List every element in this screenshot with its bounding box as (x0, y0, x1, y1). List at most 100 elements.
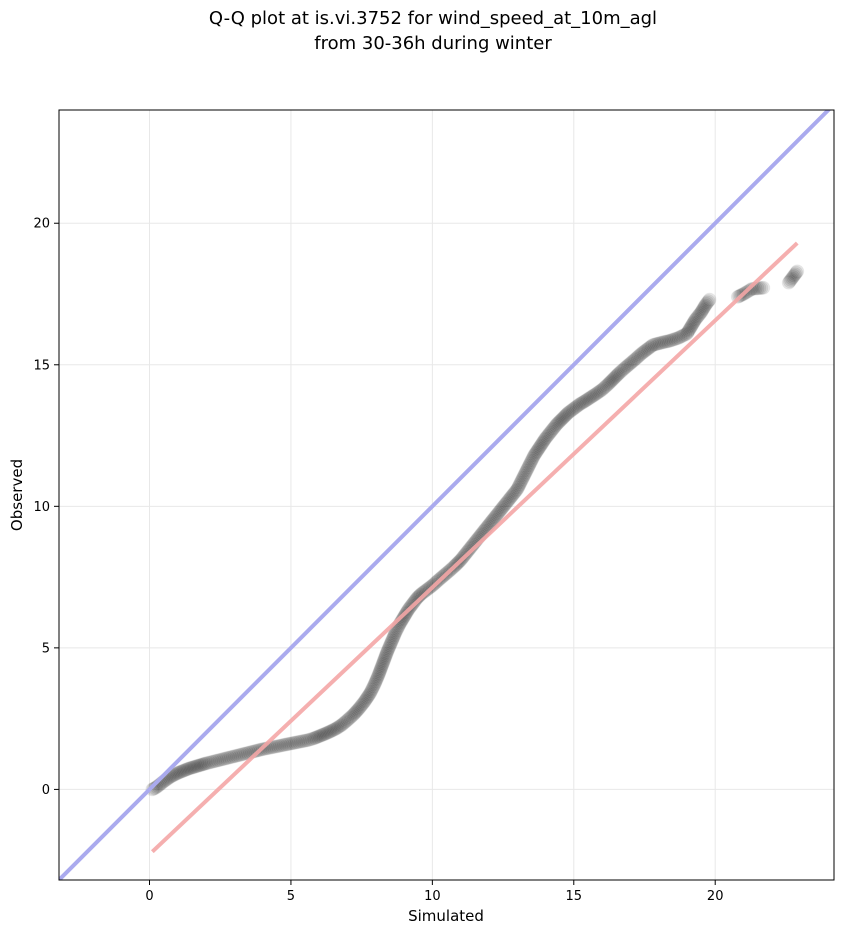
data-point (214, 752, 229, 767)
data-point (601, 376, 616, 391)
data-point (387, 626, 402, 641)
data-point (384, 635, 399, 650)
data-point (270, 739, 285, 754)
data-point (671, 330, 686, 345)
data-point (571, 398, 586, 413)
data-point (231, 748, 246, 763)
data-point (278, 737, 293, 752)
data-point (202, 755, 217, 770)
data-point (329, 721, 344, 736)
data-point (517, 468, 531, 483)
data-point (685, 318, 700, 333)
data-point (497, 497, 512, 512)
data-point (229, 748, 244, 763)
data-point (173, 764, 188, 779)
data-point (509, 483, 524, 498)
data-point (490, 506, 505, 521)
data-point (592, 384, 607, 399)
data-point (549, 417, 564, 432)
data-point (664, 333, 679, 348)
data-point (674, 329, 689, 344)
data-point (536, 434, 551, 449)
identity-line (59, 110, 832, 880)
y-tick-label: 15 (33, 358, 50, 373)
data-point (302, 732, 317, 747)
data-point (685, 316, 700, 331)
data-point (613, 364, 628, 379)
data-point (507, 485, 522, 500)
data-point (522, 456, 537, 471)
data-point (227, 749, 242, 764)
data-point (668, 332, 683, 347)
data-point (553, 413, 568, 428)
data-point (194, 757, 209, 772)
data-point (383, 636, 398, 651)
data-point (199, 756, 214, 771)
data-point (334, 717, 349, 732)
data-point (339, 714, 354, 729)
data-point (627, 352, 642, 367)
data-point (669, 331, 684, 346)
data-point (638, 343, 653, 358)
data-point (586, 388, 601, 403)
plot-frame (58, 109, 835, 881)
data-points (145, 264, 805, 797)
data-point (367, 677, 382, 692)
data-point (531, 441, 546, 456)
y-tick-label: 5 (42, 641, 50, 656)
data-point (180, 762, 195, 777)
data-point (634, 346, 649, 361)
data-point (176, 763, 191, 778)
data-point (371, 667, 386, 682)
data-point (492, 504, 507, 519)
data-point (623, 356, 638, 371)
data-point (324, 723, 339, 738)
data-point (657, 334, 672, 349)
data-point (530, 444, 545, 459)
data-point (359, 691, 374, 706)
data-point (629, 351, 644, 366)
data-point (608, 369, 623, 384)
data-point (370, 669, 385, 684)
x-tick-label: 5 (287, 889, 295, 904)
data-point (582, 391, 597, 406)
data-point (606, 371, 621, 386)
data-point (184, 760, 199, 775)
data-point (552, 414, 567, 429)
data-point (616, 362, 631, 377)
data-point (626, 353, 641, 368)
data-point (682, 322, 697, 337)
data-point (781, 275, 796, 290)
data-point (695, 302, 710, 317)
data-point (333, 718, 348, 733)
data-point (516, 470, 531, 485)
data-point (744, 281, 759, 296)
data-point (595, 382, 610, 397)
data-point (354, 698, 369, 713)
x-axis-label: Simulated (408, 907, 484, 925)
data-point (529, 445, 544, 460)
data-point (649, 337, 664, 352)
data-point (661, 334, 676, 349)
data-point (238, 746, 253, 761)
data-point (600, 377, 615, 392)
data-point (332, 719, 347, 734)
data-point (644, 339, 659, 354)
data-point (620, 358, 635, 373)
data-point (210, 753, 225, 768)
data-point (348, 705, 363, 720)
data-point (494, 502, 509, 517)
data-point (396, 611, 411, 626)
data-point (272, 738, 287, 753)
data-point (221, 750, 236, 765)
data-point (514, 473, 529, 488)
data-point (614, 363, 629, 378)
data-point (519, 463, 534, 478)
data-point (505, 488, 520, 502)
data-point (378, 649, 393, 664)
data-point (382, 640, 397, 655)
data-point (166, 768, 181, 783)
data-point (293, 734, 308, 749)
data-point (790, 264, 805, 279)
data-point (503, 490, 518, 505)
